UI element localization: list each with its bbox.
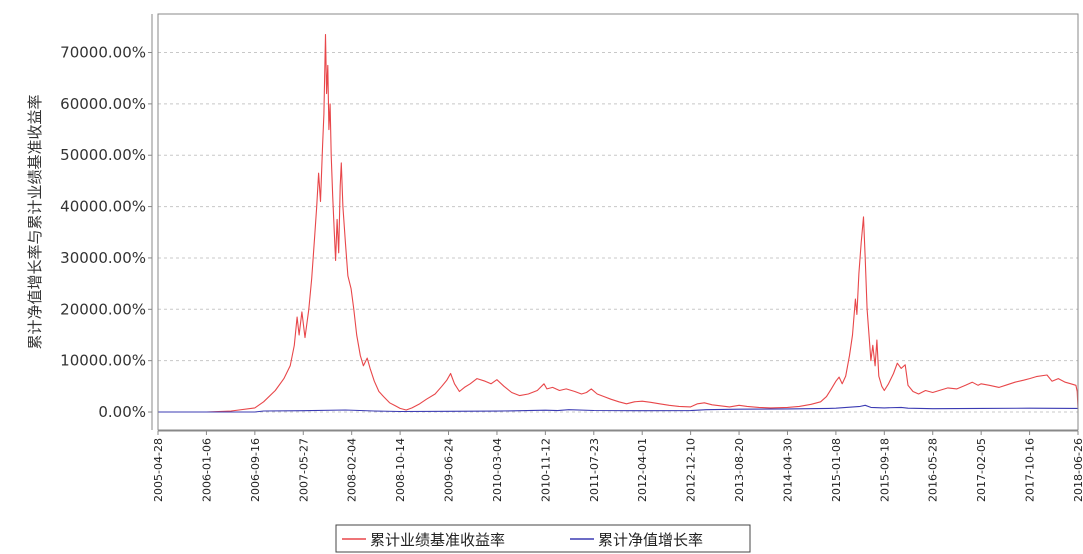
x-tick-label: 2012-12-10: [685, 438, 698, 502]
x-tick-label: 2012-04-01: [636, 438, 649, 502]
y-tick-label: 40000.00%: [60, 198, 146, 216]
legend-label-benchmark: 累计业绩基准收益率: [370, 531, 505, 549]
x-tick-label: 2016-05-28: [927, 438, 940, 502]
series-line-1: [158, 404, 1079, 413]
legend: 累计业绩基准收益率 累计净值增长率: [335, 524, 751, 553]
legend-box: [335, 524, 751, 553]
y-tick-label: 50000.00%: [60, 146, 146, 164]
y-tick-label: 0.00%: [98, 403, 146, 421]
x-tick-label: 2008-02-04: [346, 438, 359, 502]
x-tick-label: 2010-11-12: [539, 438, 552, 502]
x-axis: 2005-04-28 2006-01-06 2006-09-16 2007-05-27…: [152, 430, 1083, 502]
x-tick-label: 2011-07-23: [588, 438, 601, 502]
y-axis: 0.00% 10000.00% 20000.00% 30000.00% 40000.00…: [60, 14, 153, 430]
x-tick-label: 2018-06-26: [1072, 438, 1083, 502]
y-axis-label: 累计净值增长率与累计业绩基准收益率: [26, 94, 44, 349]
x-tick-label: 2008-10-14: [394, 438, 407, 502]
y-tick-label: 10000.00%: [60, 352, 146, 370]
legend-label-nav: 累计净值增长率: [598, 531, 703, 549]
series-line-0: [158, 33, 1079, 413]
x-tick-label: 2015-09-18: [878, 438, 891, 502]
plot-area-background: [158, 14, 1078, 430]
x-tick-label: 2006-01-06: [200, 438, 213, 502]
x-tick-label: 2009-06-24: [443, 438, 456, 502]
x-tick-label: 2006-09-16: [249, 438, 262, 502]
x-tick-label: 2013-08-20: [733, 438, 746, 502]
y-tick-label: 60000.00%: [60, 95, 146, 113]
x-tick-label: 2014-04-30: [781, 438, 794, 502]
x-tick-label: 2007-05-27: [297, 438, 310, 502]
y-tick-label: 70000.00%: [60, 44, 146, 62]
x-tick-label: 2005-04-28: [152, 438, 165, 502]
y-tick-label: 30000.00%: [60, 249, 146, 267]
plot-area-border: [157, 13, 1079, 431]
y-tick-label: 20000.00%: [60, 300, 146, 318]
x-tick-label: 2017-02-05: [975, 438, 988, 502]
x-tick-label: 2010-03-04: [491, 438, 504, 502]
x-tick-label: 2015-01-08: [830, 438, 843, 502]
x-tick-label: 2017-10-16: [1024, 438, 1037, 502]
series-lines: [158, 33, 1079, 413]
